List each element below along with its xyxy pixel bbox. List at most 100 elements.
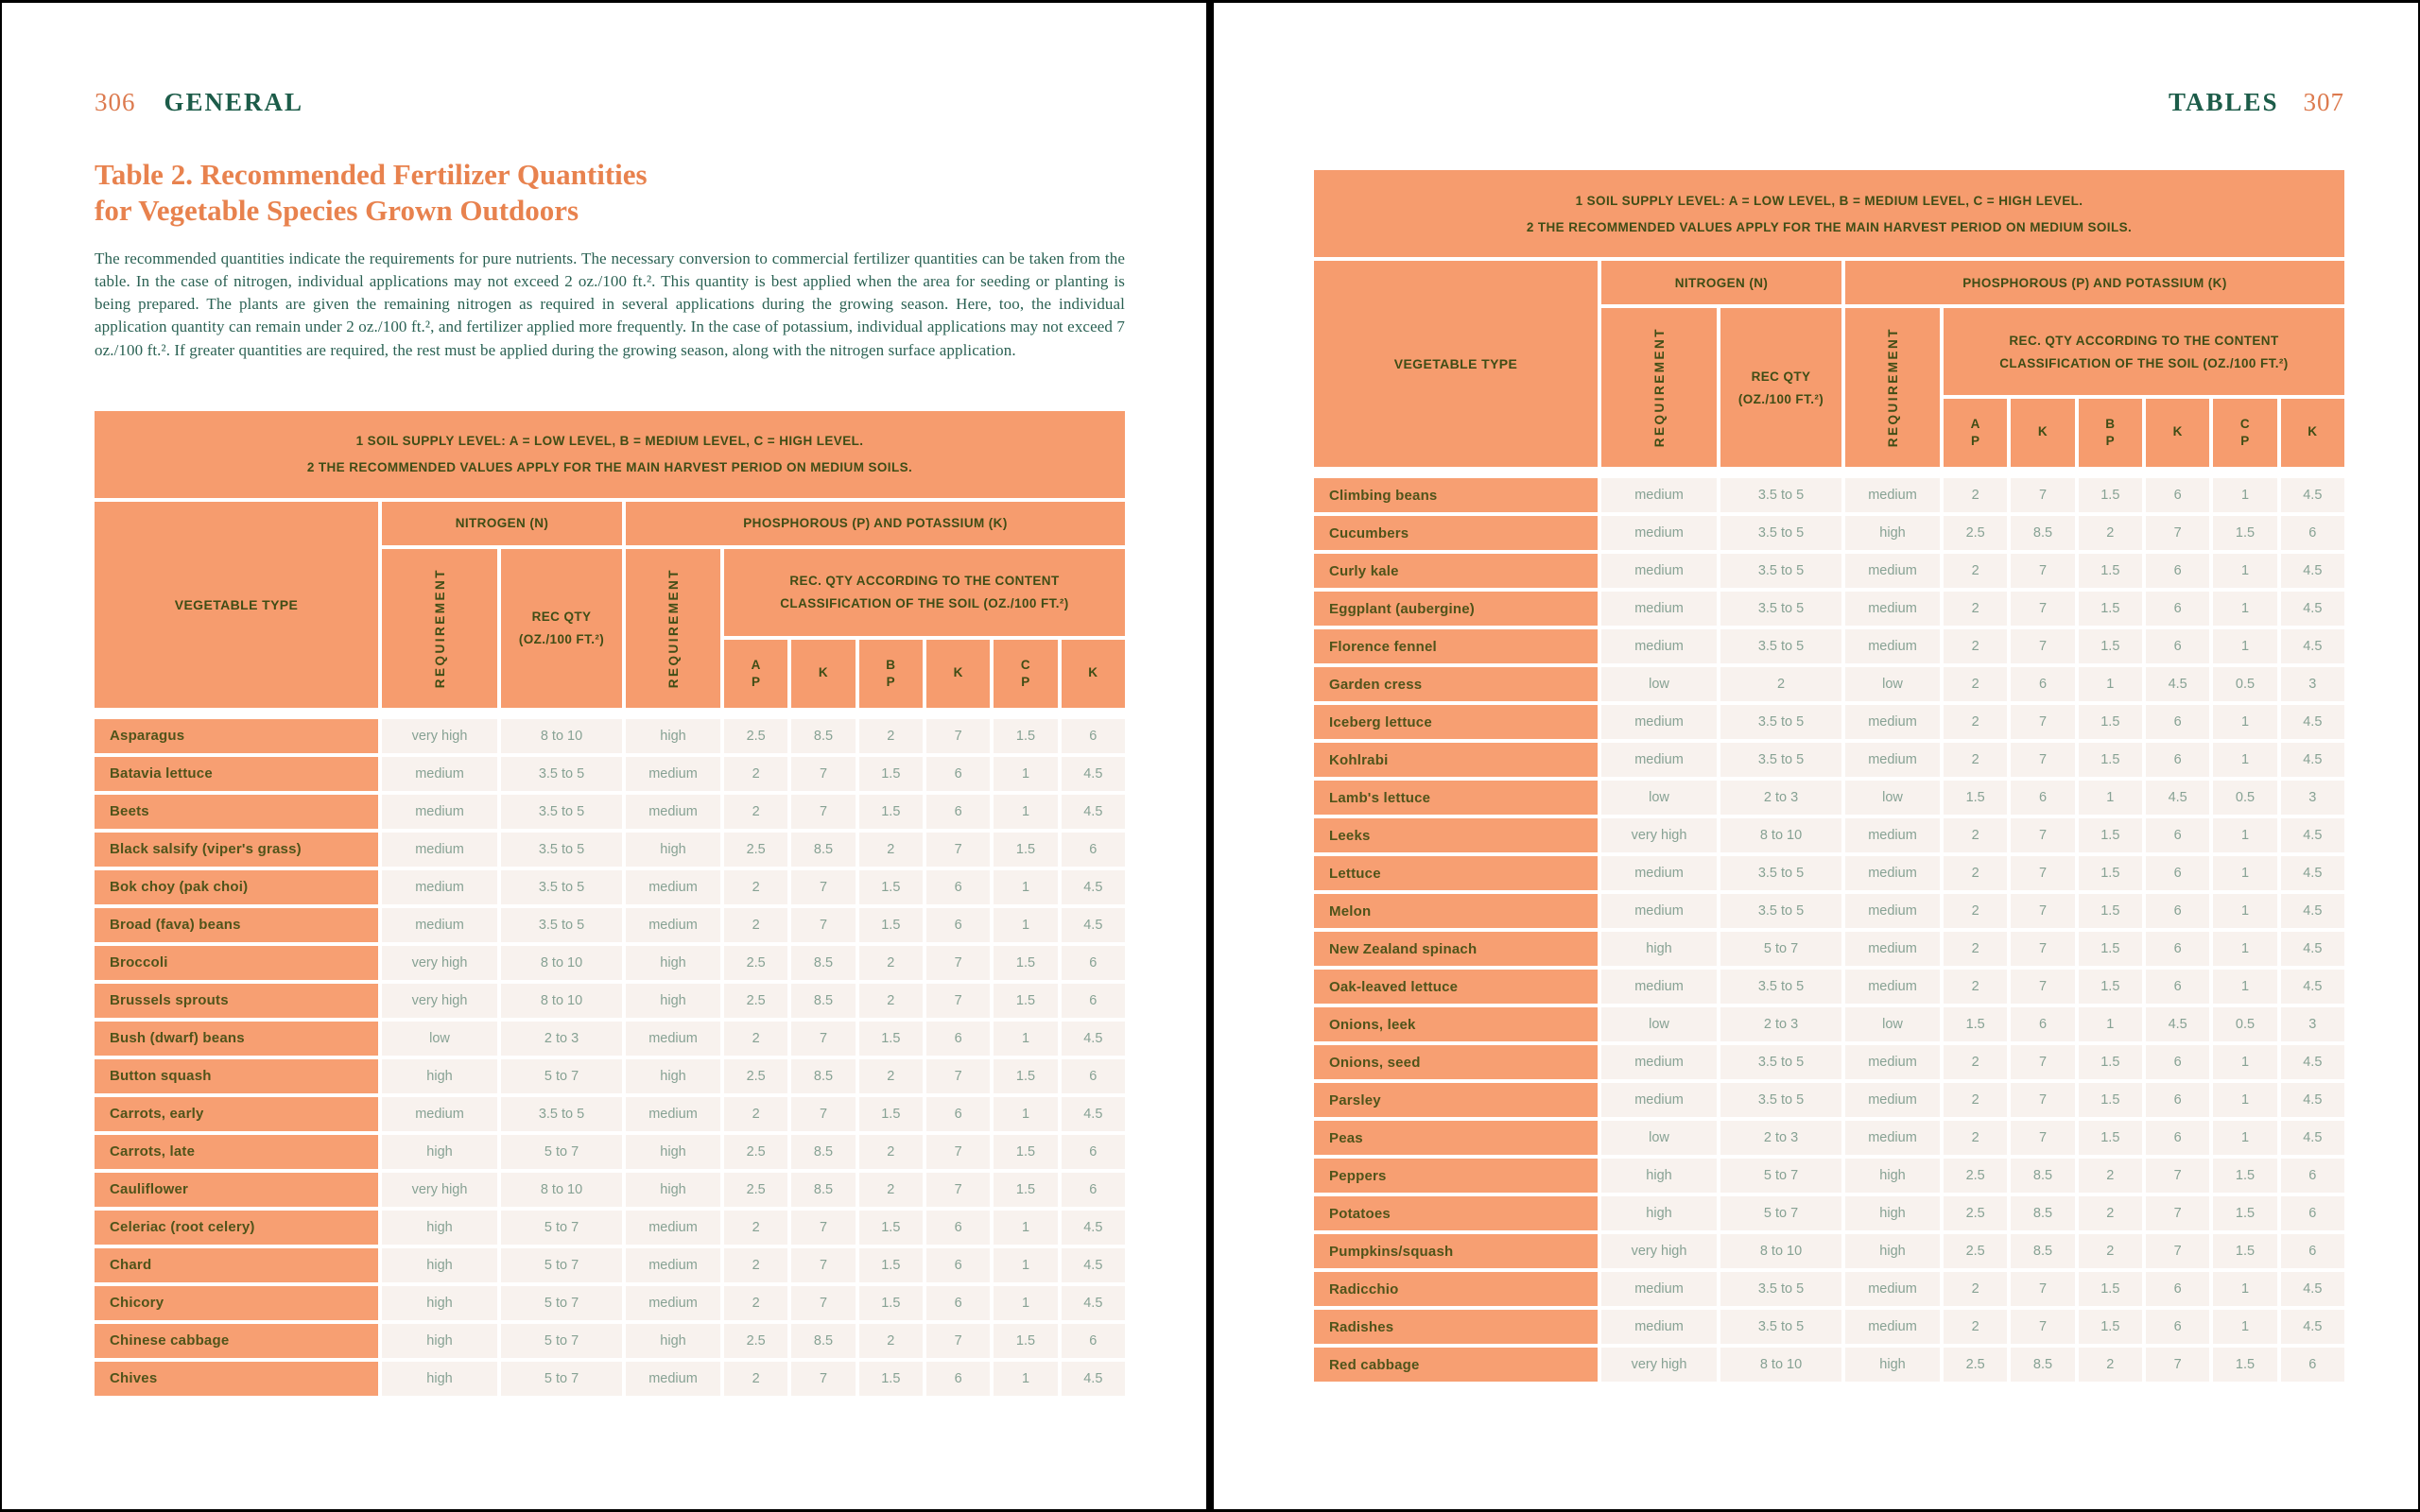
value-cell: very high — [382, 1172, 497, 1207]
value-cell: 6 — [2146, 970, 2210, 1004]
value-cell: 1.5 — [2078, 1310, 2142, 1344]
value-cell: 7 — [791, 907, 856, 942]
value-cell: 7 — [791, 794, 856, 829]
table-row: Broccoli very high 8 to 10 high 2.5 8.5 2 7 1.5 6 — [95, 945, 1125, 980]
rec-qty-line1: REC QTY — [531, 610, 592, 625]
table-row: Onions, leek low 2 to 3 low 1.5 6 1 4.5 0.5 3 — [1314, 1007, 2344, 1041]
rec-qty-line2: (OZ./100 FT.²) — [518, 632, 605, 647]
value-cell: 3.5 to 5 — [1720, 592, 1841, 626]
value-cell: 4.5 — [2280, 592, 2344, 626]
value-cell: 5 to 7 — [501, 1247, 622, 1282]
value-cell: 4.5 — [2280, 818, 2344, 852]
value-cell: 4.5 — [2280, 1083, 2344, 1117]
value-cell: 3.5 to 5 — [1720, 705, 1841, 739]
value-cell: 2.5 — [1944, 1196, 2008, 1230]
value-cell: 3 — [2280, 667, 2344, 701]
table-title: Table 2. Recommended Fertilizer Quantiti… — [95, 157, 1125, 229]
value-cell: 8 to 10 — [501, 1172, 622, 1207]
value-cell: 1.5 — [858, 869, 923, 904]
value-cell: low — [1601, 667, 1717, 701]
value-cell: 2 — [2078, 1159, 2142, 1193]
value-cell: 2.5 — [724, 1323, 788, 1358]
vegetable-name-cell: Garden cress — [1314, 667, 1598, 701]
value-cell: 1.5 — [2078, 1272, 2142, 1306]
vegetable-name-cell: Beets — [95, 794, 378, 829]
value-cell: 1 — [2213, 592, 2277, 626]
value-cell: high — [1601, 932, 1717, 966]
vegetable-name-cell: Parsley — [1314, 1083, 1598, 1117]
value-cell: 2.5 — [724, 983, 788, 1018]
value-cell: 2.5 — [724, 1134, 788, 1169]
value-cell: 5 to 7 — [1720, 1196, 1841, 1230]
col-header-soil-a-p: A P — [724, 639, 788, 708]
value-cell: 4.5 — [2280, 932, 2344, 966]
value-cell: 1.5 — [858, 907, 923, 942]
value-cell: medium — [1845, 1083, 1940, 1117]
value-cell: 6 — [1061, 945, 1125, 980]
value-cell: 7 — [926, 945, 991, 980]
value-cell: 1.5 — [994, 945, 1058, 980]
vegetable-name-cell: Oak-leaved lettuce — [1314, 970, 1598, 1004]
value-cell: 1 — [2213, 856, 2277, 890]
col-header-soil-a-p: A P — [1944, 399, 2008, 467]
value-cell: 1 — [2078, 667, 2142, 701]
section-title-right: TABLES — [2168, 88, 2279, 116]
value-cell: 2 — [1944, 818, 2008, 852]
value-cell: 3.5 to 5 — [501, 907, 622, 942]
value-cell: 2 — [1944, 1083, 2008, 1117]
value-cell: 4.5 — [2280, 705, 2344, 739]
col-header-nitrogen-rec-qty: REC QTY (OZ./100 FT.²) — [501, 548, 622, 708]
value-cell: 8.5 — [2011, 1348, 2075, 1382]
value-cell: 7 — [2146, 1159, 2210, 1193]
table-body-left: Asparagus very high 8 to 10 high 2.5 8.5 2 7 1.5… — [95, 718, 1125, 1396]
value-cell: 7 — [2011, 1121, 2075, 1155]
value-cell: 4.5 — [1061, 1096, 1125, 1131]
value-cell: 2 — [1944, 1272, 2008, 1306]
value-cell: 7 — [2011, 970, 2075, 1004]
value-cell: 6 — [2146, 478, 2210, 512]
value-cell: very high — [382, 983, 497, 1018]
value-cell: medium — [1601, 894, 1717, 928]
vegetable-name-cell: Curly kale — [1314, 554, 1598, 588]
value-cell: 3.5 to 5 — [501, 832, 622, 867]
value-cell: 1 — [994, 1021, 1058, 1056]
value-cell: 6 — [1061, 1323, 1125, 1358]
value-cell: 7 — [791, 1210, 856, 1245]
value-cell: 1 — [994, 1210, 1058, 1245]
vegetable-name-cell: Eggplant (aubergine) — [1314, 592, 1598, 626]
value-cell: 3.5 to 5 — [1720, 970, 1841, 1004]
value-cell: 7 — [2011, 1083, 2075, 1117]
table-row: Florence fennel medium 3.5 to 5 medium 2 7 1.5… — [1314, 629, 2344, 663]
vegetable-name-cell: Florence fennel — [1314, 629, 1598, 663]
table-row: Lamb's lettuce low 2 to 3 low 1.5 6 1 4.5 0.5 3 — [1314, 781, 2344, 815]
value-cell: 1 — [2078, 1007, 2142, 1041]
value-cell: medium — [1601, 516, 1717, 550]
value-cell: 1.5 — [2213, 1159, 2277, 1193]
value-cell: 7 — [926, 1172, 991, 1207]
value-cell: 7 — [2011, 932, 2075, 966]
value-cell: 2 — [1944, 743, 2008, 777]
value-cell: 8.5 — [791, 1172, 856, 1207]
table-header: VEGETABLE TYPE NITROGEN (N) PHOSPHOROUS … — [95, 501, 1125, 708]
value-cell: 4.5 — [1061, 1285, 1125, 1320]
value-cell: 5 to 7 — [501, 1285, 622, 1320]
table-row: Oak-leaved lettuce medium 3.5 to 5 medium 2 7… — [1314, 970, 2344, 1004]
table-row: Chives high 5 to 7 medium 2 7 1.5 6 1 4.5 — [95, 1361, 1125, 1396]
soil-col-letter: K — [2037, 424, 2048, 438]
value-cell: 1.5 — [2213, 516, 2277, 550]
value-cell: high — [626, 718, 720, 753]
value-cell: 2 — [724, 869, 788, 904]
value-cell: 1.5 — [858, 1361, 923, 1396]
value-cell: 1.5 — [2213, 1348, 2277, 1382]
table-row: Red cabbage very high 8 to 10 high 2.5 8.5 2 7 1… — [1314, 1348, 2344, 1382]
value-cell: medium — [1845, 818, 1940, 852]
value-cell: 2 — [1944, 705, 2008, 739]
table-row: Button squash high 5 to 7 high 2.5 8.5 2 7 1.5 6 — [95, 1058, 1125, 1093]
table-row: Black salsify (viper's grass) medium 3.5 t… — [95, 832, 1125, 867]
value-cell: 2 — [858, 1134, 923, 1169]
value-cell: 1 — [2213, 629, 2277, 663]
value-cell: 4.5 — [2280, 1272, 2344, 1306]
value-cell: 1 — [994, 794, 1058, 829]
value-cell: high — [626, 1172, 720, 1207]
vegetable-name-cell: Chicory — [95, 1285, 378, 1320]
